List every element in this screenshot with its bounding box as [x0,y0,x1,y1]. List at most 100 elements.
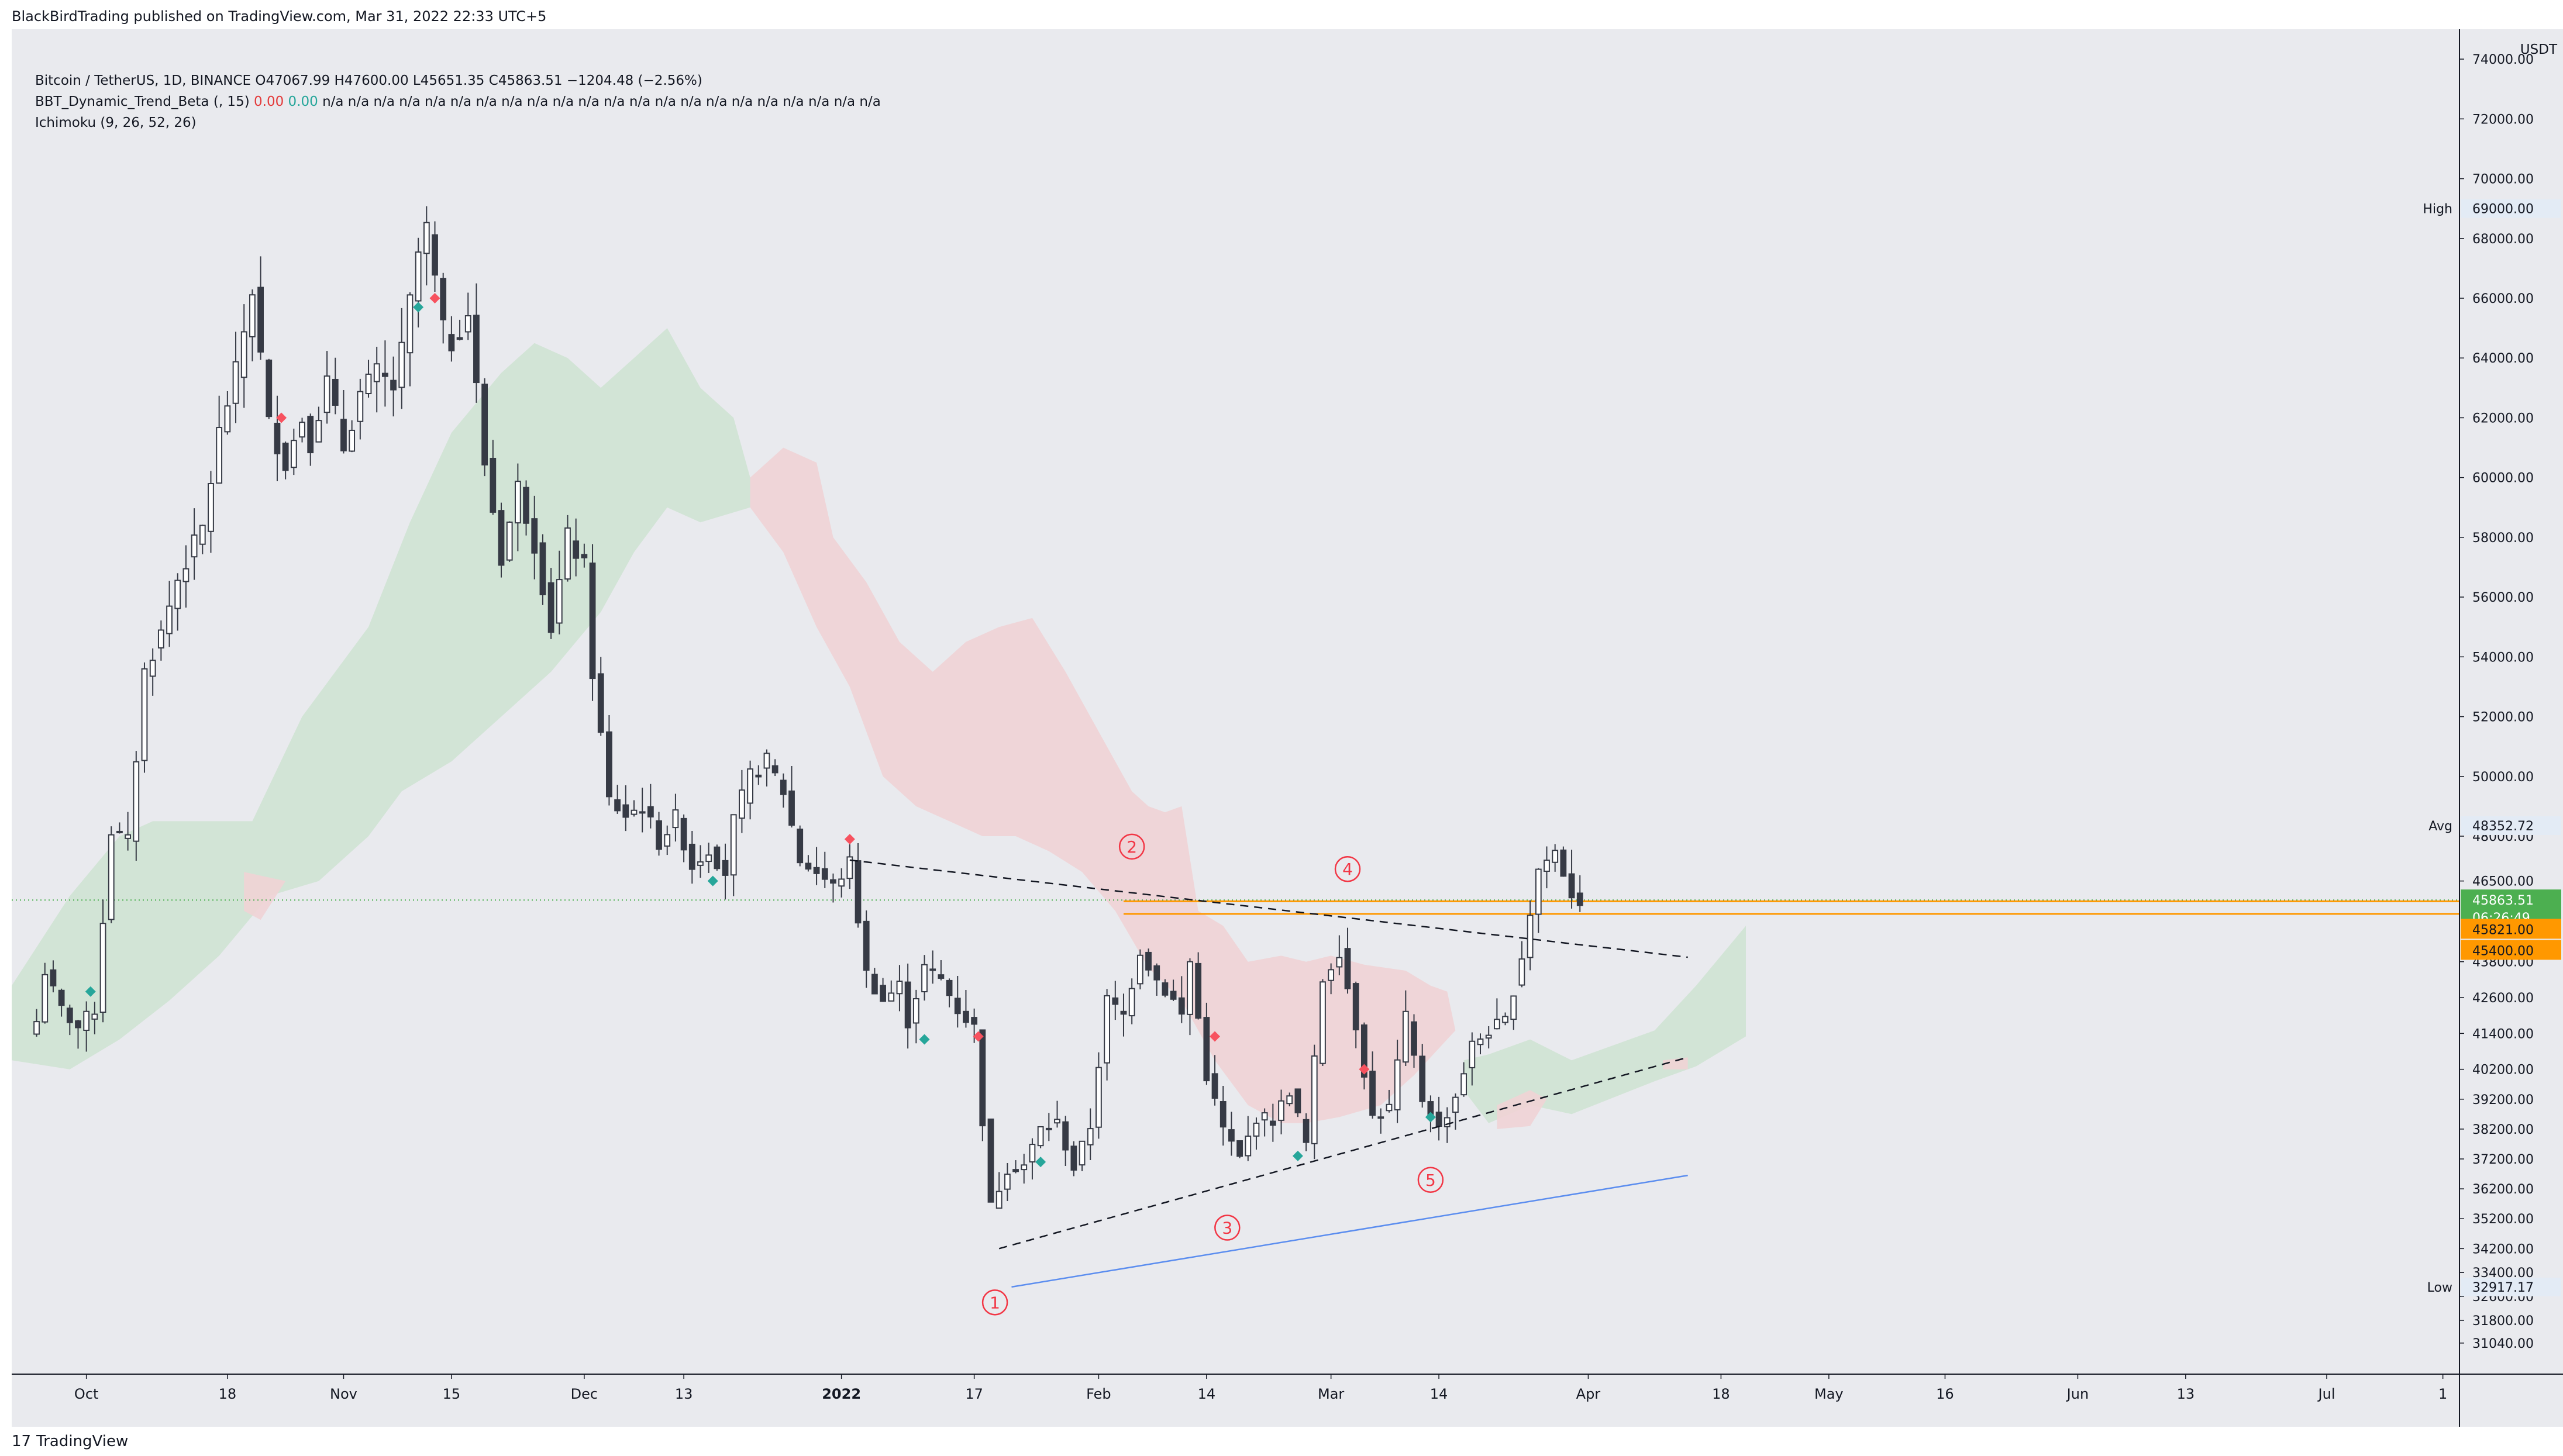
candle [904,963,911,1049]
signal-markers [85,293,1436,1168]
candle [290,429,297,475]
candle [805,855,812,872]
candle-body [846,856,853,879]
candle-body [199,525,206,545]
candle [597,657,604,736]
candle [589,544,596,701]
candle-body [838,878,845,887]
candle [1120,993,1127,1037]
candle-body [1360,1024,1367,1078]
upper-trendline[interactable] [849,859,1688,958]
candle [531,495,538,579]
candle [481,378,488,477]
legend-symbol-row[interactable]: Bitcoin / TetherUS, 1D, BINANCE O47067.9… [35,70,881,91]
base-trendline[interactable] [1011,1174,1688,1288]
y-tick-label: 54000.00 [2472,650,2534,665]
candle-body [1120,1010,1127,1015]
wave-circle [1334,855,1361,882]
ohlc-values: O47067.99 H47600.00 L45651.35 C45863.51 … [255,73,702,88]
candle [332,357,339,415]
candle [556,550,563,634]
candle [191,508,198,580]
candle-body [506,521,513,561]
currency-label[interactable]: USDT [2520,42,2558,57]
indicator-name[interactable]: BBT_Dynamic_Trend_Beta (, 15) [35,94,250,109]
candle [99,899,106,1023]
candle-body [1236,1140,1243,1157]
candle-body [75,1020,81,1029]
legend-ichimoku-row[interactable]: Ichimoku (9, 26, 52, 26) [35,112,881,133]
candle-body [929,968,936,971]
high-value-bg [2461,199,2561,218]
ichimoku-name[interactable]: Ichimoku (9, 26, 52, 26) [35,115,197,130]
y-tick-label: 70000.00 [2472,172,2534,187]
candle [1328,963,1335,995]
candle-body [481,384,488,465]
marker-red [429,293,440,303]
candle [299,418,305,443]
axes[interactable]: USDT31040.0031800.0032600.0033400.003420… [12,29,2563,1427]
candle-body [639,811,646,814]
candle [506,521,513,562]
candle [149,648,156,696]
x-tick-label: Jun [2066,1386,2089,1402]
chart-legend: Bitcoin / TetherUS, 1D, BINANCE O47067.9… [35,70,881,133]
candle-body [1477,1038,1484,1046]
y-tick-label: 74000.00 [2472,53,2534,67]
candle-body [830,879,836,884]
candle-body [656,820,662,850]
symbol-title[interactable]: Bitcoin / TetherUS, 1D, BINANCE [35,73,252,88]
candle [1286,1092,1293,1106]
wave-circle [1214,1215,1241,1241]
wave-circle [1417,1167,1444,1193]
candle [307,413,314,466]
candle [75,1019,81,1049]
candle [722,843,729,900]
candle [1195,952,1202,1020]
legend-indicator-row[interactable]: BBT_Dynamic_Trend_Beta (, 15) 0.00 0.00 … [35,91,881,112]
cloud-red-1 [750,447,1456,1123]
candle [125,812,132,851]
candle-body [490,457,497,513]
candle-body [1444,1117,1451,1127]
support-badge-1[interactable] [2461,919,2561,939]
candle-body [880,985,886,1002]
candle-body [597,673,604,733]
marker-green [1425,1112,1436,1123]
candle-body [1187,961,1193,1015]
candle [987,1118,994,1203]
candle [1187,958,1193,1036]
candle-body [987,1118,994,1203]
candle-body [896,981,903,995]
candle-body [340,419,347,451]
candle [929,950,936,984]
candle [1278,1089,1284,1134]
trendlines[interactable] [849,859,1688,1288]
candle-body [797,829,804,864]
candle [390,356,397,417]
candle-body [1377,1116,1384,1119]
support-badge-2[interactable] [2461,940,2561,960]
candle-body [473,315,480,384]
tradingview-logo[interactable]: 17 TradingView [12,1433,128,1450]
candle [946,978,953,1008]
ichimoku-cloud [12,328,1746,1129]
high-label: High [2423,202,2452,217]
candle [381,340,388,407]
candle [33,1009,40,1037]
x-tick-label: 16 [1936,1386,1954,1402]
candle-body [1278,1100,1284,1121]
candle-body [1104,995,1111,1064]
candle-body [573,540,580,559]
chart-area[interactable]: 1 2 3 4 5 USDT 31040.00 31800.00 32600.00 33400.… [12,29,2563,1427]
candle [979,1029,986,1141]
candle [1145,948,1152,977]
candle-body [904,981,911,1029]
candle-body [514,481,521,524]
candle-body [216,427,223,484]
candle [631,800,638,817]
lower-trendline[interactable] [998,1057,1688,1250]
candle [514,463,521,551]
candle [1502,1012,1508,1026]
